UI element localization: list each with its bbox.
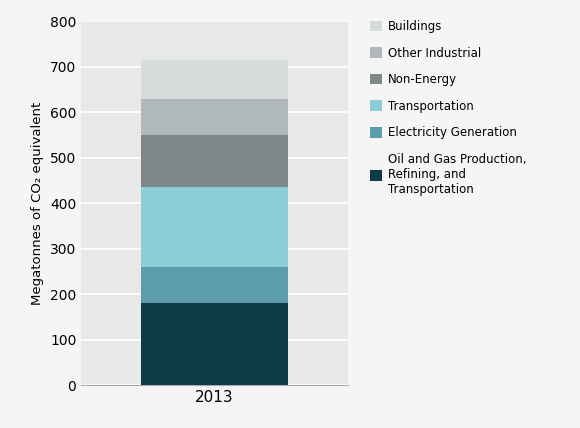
Bar <box>142 303 288 385</box>
Bar <box>142 60 288 99</box>
Y-axis label: Megatonnes of CO₂ equivalent: Megatonnes of CO₂ equivalent <box>31 102 45 305</box>
Bar <box>142 187 288 267</box>
Legend: Buildings, Other Industrial, Non-Energy, Transportation, Electricity Generation,: Buildings, Other Industrial, Non-Energy,… <box>370 20 526 196</box>
Bar <box>142 135 288 187</box>
Bar <box>142 99 288 135</box>
Bar <box>142 267 288 303</box>
